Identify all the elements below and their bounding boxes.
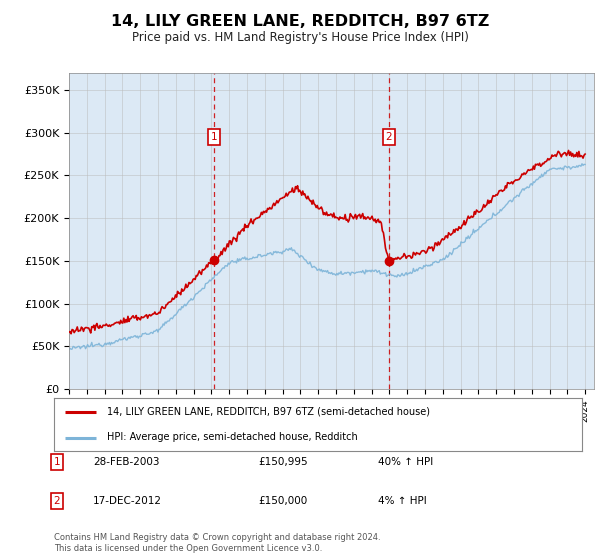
Text: £150,995: £150,995 (258, 457, 308, 467)
Text: 2: 2 (53, 496, 61, 506)
Text: Contains HM Land Registry data © Crown copyright and database right 2024.
This d: Contains HM Land Registry data © Crown c… (54, 533, 380, 553)
Text: 4% ↑ HPI: 4% ↑ HPI (378, 496, 427, 506)
Text: 17-DEC-2012: 17-DEC-2012 (93, 496, 162, 506)
Text: 28-FEB-2003: 28-FEB-2003 (93, 457, 160, 467)
Text: Price paid vs. HM Land Registry's House Price Index (HPI): Price paid vs. HM Land Registry's House … (131, 31, 469, 44)
Text: HPI: Average price, semi-detached house, Redditch: HPI: Average price, semi-detached house,… (107, 432, 358, 442)
Text: 1: 1 (211, 132, 218, 142)
Text: 14, LILY GREEN LANE, REDDITCH, B97 6TZ (semi-detached house): 14, LILY GREEN LANE, REDDITCH, B97 6TZ (… (107, 407, 430, 417)
Text: 1: 1 (53, 457, 61, 467)
Text: 14, LILY GREEN LANE, REDDITCH, B97 6TZ: 14, LILY GREEN LANE, REDDITCH, B97 6TZ (111, 14, 489, 29)
Text: £150,000: £150,000 (258, 496, 307, 506)
Text: 40% ↑ HPI: 40% ↑ HPI (378, 457, 433, 467)
Text: 2: 2 (385, 132, 392, 142)
